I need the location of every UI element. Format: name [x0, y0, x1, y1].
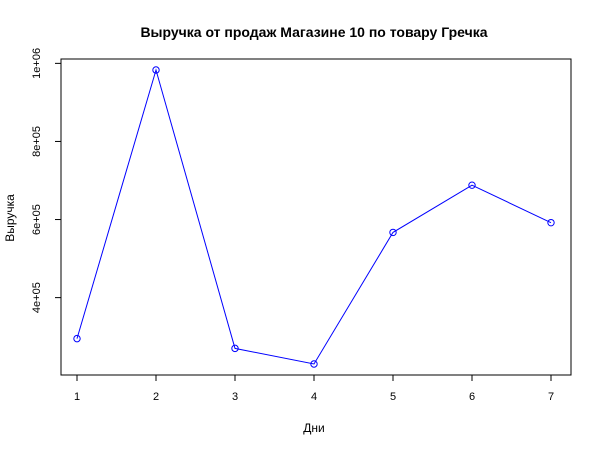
data-point	[231, 344, 239, 353]
x-tick-label: 2	[153, 391, 159, 403]
x-tick-label: 7	[548, 391, 554, 403]
x-tick-label: 3	[232, 391, 238, 403]
data-point	[468, 181, 476, 189]
x-axis: 1 2 3 4 5 6 7	[74, 374, 554, 403]
y-axis-label: Выручка	[3, 194, 17, 242]
chart-title: Выручка от продаж Магазине 10 по товару …	[140, 24, 487, 40]
y-tick-label: 6e+05	[31, 204, 43, 235]
y-tick-label: 8e+05	[31, 126, 43, 157]
x-axis-label: Дни	[303, 421, 324, 435]
series-line	[76, 68, 552, 365]
y-tick-label: 4e+05	[31, 282, 43, 313]
data-point	[389, 228, 397, 237]
data-point	[152, 66, 160, 74]
y-tick-label: 1e+06	[31, 48, 43, 79]
data-point	[73, 334, 81, 343]
data-point	[310, 360, 318, 368]
y-axis: 4e+05 6e+05 8e+05 1e+06	[31, 48, 62, 313]
x-tick-label: 4	[311, 391, 317, 403]
series-layer	[73, 66, 555, 368]
x-tick-label: 1	[74, 391, 80, 403]
x-tick-label: 6	[469, 391, 475, 403]
plot-area-frame	[60, 58, 572, 376]
x-tick-label: 5	[390, 391, 396, 403]
data-point	[547, 218, 555, 227]
